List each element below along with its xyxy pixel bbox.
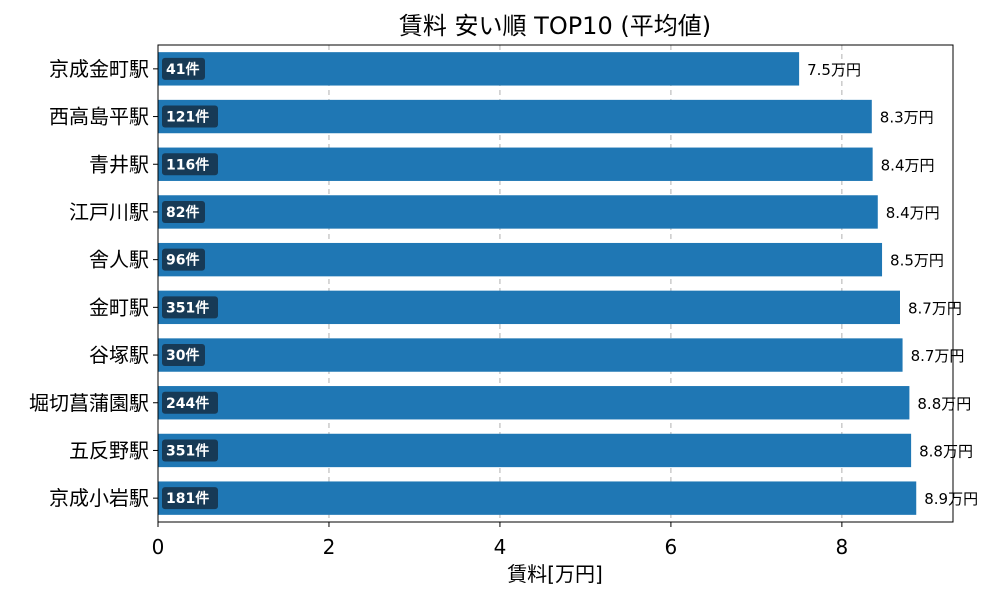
x-tick-label: 4 [494, 535, 507, 559]
category-label: 西高島平駅 [49, 105, 149, 129]
count-badge [162, 200, 205, 223]
count-badge [162, 296, 218, 319]
x-tick-label: 6 [665, 535, 678, 559]
category-label: 京成小岩駅 [49, 486, 149, 510]
category-label: 青井駅 [89, 152, 149, 176]
count-label: 82件 [166, 204, 199, 221]
bar [158, 481, 917, 515]
bar-layer: 7.5万円 41件 8.3万円 121件 8.4万円 116件 8.4万円 82件 8.5万円 9… [158, 52, 978, 515]
bar [158, 433, 912, 468]
bar [158, 52, 800, 86]
count-label: 96件 [166, 252, 199, 269]
x-axis-label: 賃料[万円] [507, 562, 603, 586]
bar [158, 386, 910, 420]
count-badge [162, 105, 218, 128]
value-label: 8.4万円 [881, 156, 935, 174]
x-tick-label: 8 [836, 535, 849, 559]
tick-layer: 0 2 4 6 8 京成金町駅西高島平駅青井駅江戸川駅舎人駅金町駅谷塚駅堀切菖蒲園駅五反野… [29, 57, 848, 559]
category-label: 舎人駅 [89, 248, 149, 272]
category-label: 京成金町駅 [49, 57, 149, 81]
count-badge [162, 344, 205, 367]
value-label: 8.8万円 [917, 395, 971, 413]
count-badge [162, 391, 218, 414]
bar [158, 290, 900, 325]
x-tick-label: 2 [323, 535, 336, 559]
plot-frame [157, 44, 954, 523]
count-label: 351件 [166, 442, 209, 459]
chart-title: 賃料 安い順 TOP10 (平均値) [399, 12, 711, 40]
bar [158, 147, 873, 181]
value-label: 8.7万円 [908, 299, 962, 317]
category-label: 五反野駅 [69, 438, 149, 462]
value-label: 8.4万円 [886, 204, 940, 222]
category-label: 谷塚駅 [89, 343, 149, 367]
category-label: 江戸川駅 [69, 200, 149, 224]
x-tick-label: 0 [152, 535, 165, 559]
bar [158, 242, 883, 277]
value-label: 8.9万円 [924, 490, 978, 508]
count-label: 351件 [166, 299, 209, 316]
count-label: 181件 [166, 490, 209, 507]
bar [158, 99, 872, 134]
count-badge [162, 248, 205, 271]
count-badge [162, 153, 218, 176]
count-label: 244件 [166, 395, 209, 412]
count-badge [162, 439, 218, 462]
count-badge [162, 57, 205, 80]
value-label: 8.5万円 [890, 252, 944, 270]
category-label: 堀切菖蒲園駅 [29, 391, 149, 415]
value-label: 8.7万円 [911, 347, 965, 365]
value-label: 8.8万円 [919, 442, 973, 460]
count-label: 41件 [166, 61, 199, 78]
bar [158, 338, 903, 372]
count-badge [162, 487, 218, 510]
count-label: 121件 [166, 109, 209, 126]
value-label: 8.3万円 [880, 109, 934, 127]
bar [158, 195, 878, 229]
count-label: 116件 [166, 156, 209, 173]
count-label: 30件 [166, 347, 199, 364]
value-label: 7.5万円 [807, 61, 861, 79]
category-label: 金町駅 [89, 295, 149, 319]
